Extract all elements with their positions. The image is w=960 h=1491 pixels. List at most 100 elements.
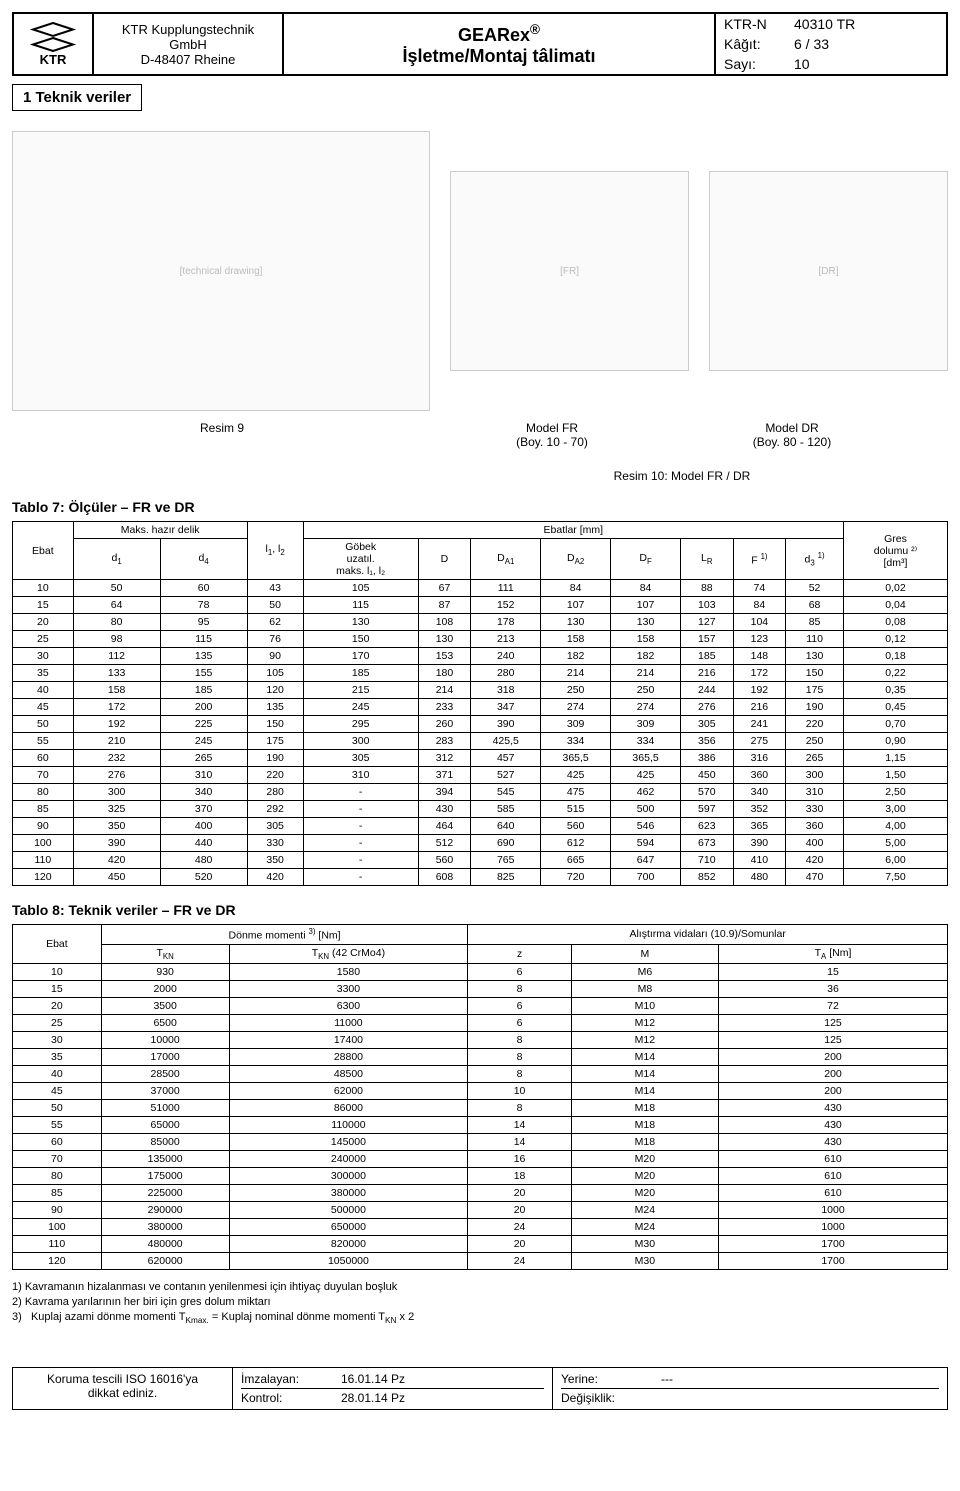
table-cell: M24 xyxy=(571,1201,718,1218)
table-cell: 14 xyxy=(468,1133,571,1150)
table-cell: 153 xyxy=(418,648,471,665)
table-cell: - xyxy=(303,801,418,818)
table-cell: 185 xyxy=(160,682,247,699)
table-row: 120620000105000024M301700 xyxy=(13,1252,948,1269)
title-main: GEARex xyxy=(458,25,530,45)
caption-fr: Model FR xyxy=(432,421,672,435)
table-row: 501922251502952603903093093052412200,70 xyxy=(13,716,948,733)
table-cell: 145000 xyxy=(229,1133,468,1150)
table-cell: 190 xyxy=(247,750,303,767)
table-cell: 765 xyxy=(471,852,541,869)
table-cell: 394 xyxy=(418,784,471,801)
table-cell: 80 xyxy=(13,1167,102,1184)
meta-v-0: 40310 TR xyxy=(794,16,855,32)
table-cell: 380000 xyxy=(229,1184,468,1201)
table-cell: 200 xyxy=(719,1082,948,1099)
table-cell: 260 xyxy=(418,716,471,733)
table-cell: 612 xyxy=(541,835,611,852)
table-cell: 1,50 xyxy=(843,767,947,784)
logo-cell: KTR xyxy=(14,14,94,74)
table-cell: 305 xyxy=(303,750,418,767)
table-row: 85325370292-4305855155005973523303,00 xyxy=(13,801,948,818)
table-cell: 103 xyxy=(681,597,734,614)
table-cell: 275 xyxy=(733,733,786,750)
meta-k-0: KTR-N xyxy=(724,16,794,32)
table-cell: 62 xyxy=(247,614,303,631)
table-row: 45370006200010M14200 xyxy=(13,1082,948,1099)
table-cell: 360 xyxy=(786,818,844,835)
table-cell: 85 xyxy=(13,801,74,818)
table-row: 608500014500014M18430 xyxy=(13,1133,948,1150)
table-cell: 0,35 xyxy=(843,682,947,699)
table-cell: M8 xyxy=(571,980,718,997)
table-cell: 280 xyxy=(247,784,303,801)
table-cell: 111 xyxy=(471,580,541,597)
table-cell: 157 xyxy=(681,631,734,648)
t8-h-alis: Alıştırma vidaları (10.9)/Somunlar xyxy=(468,925,948,945)
table-cell: 276 xyxy=(73,767,160,784)
company-line-1: GmbH xyxy=(169,37,207,52)
table-cell: 930 xyxy=(101,963,229,980)
table-cell: 673 xyxy=(681,835,734,852)
table-cell: 192 xyxy=(73,716,160,733)
diagram-row: [technical drawing] [FR] [DR] xyxy=(12,131,948,411)
table-cell: 295 xyxy=(303,716,418,733)
table-cell: M6 xyxy=(571,963,718,980)
table-cell: 8 xyxy=(468,1048,571,1065)
table-row: 90350400305-4646405605466233653604,00 xyxy=(13,818,948,835)
table-cell: 107 xyxy=(541,597,611,614)
table-cell: 608 xyxy=(418,869,471,886)
table-cell: 334 xyxy=(611,733,681,750)
caption-fr-sub: (Boy. 10 - 70) xyxy=(432,435,672,449)
table-cell: 112 xyxy=(73,648,160,665)
table-cell: 380000 xyxy=(101,1218,229,1235)
table-cell: 60 xyxy=(13,750,74,767)
table-cell: 130 xyxy=(418,631,471,648)
title-sub: İşletme/Montaj tâlimatı xyxy=(402,46,595,67)
table-cell: 55 xyxy=(13,1116,102,1133)
table-cell: 232 xyxy=(73,750,160,767)
table-cell: 365 xyxy=(733,818,786,835)
table-cell: 347 xyxy=(471,699,541,716)
table-row: 8522500038000020M20610 xyxy=(13,1184,948,1201)
table-cell: 430 xyxy=(719,1099,948,1116)
table-cell: 240 xyxy=(471,648,541,665)
table-cell: M12 xyxy=(571,1014,718,1031)
table-cell: 170 xyxy=(303,648,418,665)
diagram-cross-section: [technical drawing] xyxy=(12,131,430,411)
table-cell: 545 xyxy=(471,784,541,801)
table-cell: 240000 xyxy=(229,1150,468,1167)
table-cell: 90 xyxy=(247,648,303,665)
table-cell: 152 xyxy=(471,597,541,614)
table-cell: 20 xyxy=(468,1235,571,1252)
table-cell: 546 xyxy=(611,818,681,835)
table-cell: 464 xyxy=(418,818,471,835)
table-cell: 4,00 xyxy=(843,818,947,835)
table-cell: 68 xyxy=(786,597,844,614)
table-cell: 178 xyxy=(471,614,541,631)
table-cell: 150 xyxy=(786,665,844,682)
table-cell: M18 xyxy=(571,1133,718,1150)
table-cell: 512 xyxy=(418,835,471,852)
table-cell: 100 xyxy=(13,835,74,852)
caption-row: Resim 9 Model FR (Boy. 10 - 70) Model DR… xyxy=(12,421,948,449)
table-cell: 50 xyxy=(13,716,74,733)
table-row: 3010000174008M12125 xyxy=(13,1031,948,1048)
table-cell: M30 xyxy=(571,1252,718,1269)
table-cell: 36 xyxy=(719,980,948,997)
table-cell: 7,50 xyxy=(843,869,947,886)
table-cell: 110 xyxy=(13,852,74,869)
table-cell: 462 xyxy=(611,784,681,801)
t7-h-DA1: DA1 xyxy=(471,539,541,580)
table-row: 156478501158715210710710384680,04 xyxy=(13,597,948,614)
table-cell: 350 xyxy=(73,818,160,835)
table-cell: 0,08 xyxy=(843,614,947,631)
table-cell: 48500 xyxy=(229,1065,468,1082)
table-cell: 70 xyxy=(13,1150,102,1167)
footnote-3: 3) Kuplaj azami dönme momenti TKmax. = K… xyxy=(12,1310,948,1327)
t7-h-LR: LR xyxy=(681,539,734,580)
table-cell: 20 xyxy=(468,1184,571,1201)
table-cell: 130 xyxy=(541,614,611,631)
table-cell: 430 xyxy=(719,1133,948,1150)
table-cell: 309 xyxy=(541,716,611,733)
